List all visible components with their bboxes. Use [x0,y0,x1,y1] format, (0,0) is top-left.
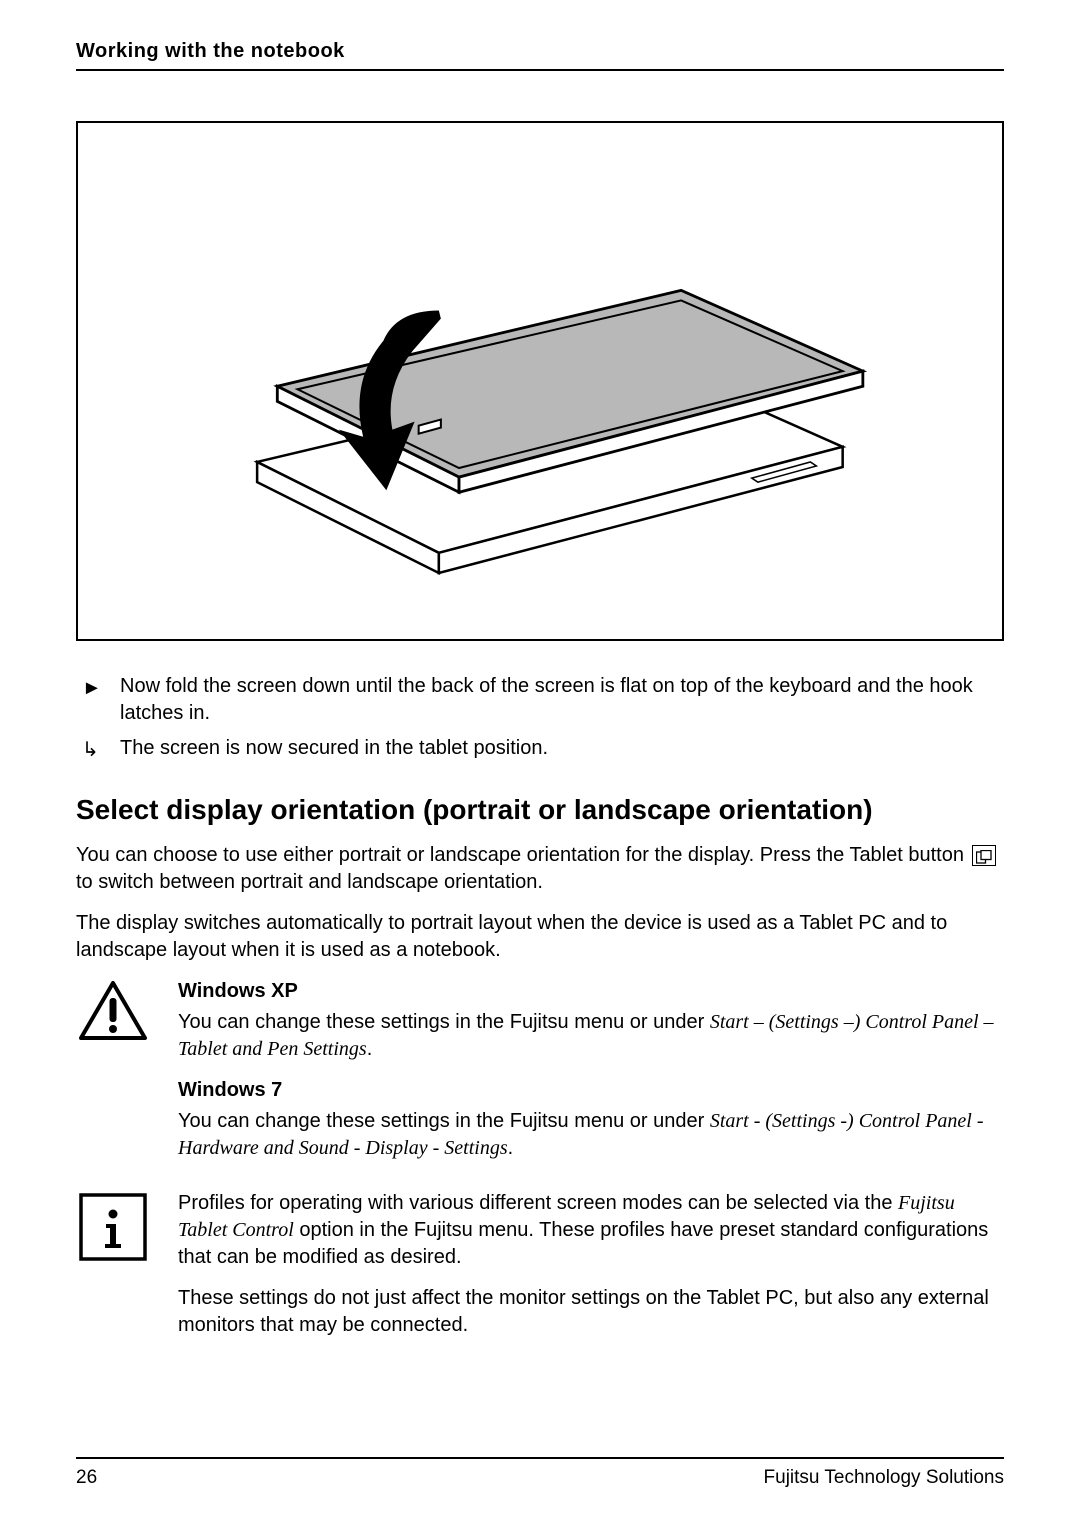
figure-tablet-fold [76,121,1004,641]
info-para-2: These settings do not just affect the mo… [178,1285,1004,1339]
windows-xp-text: You can change these settings in the Fuj… [178,1009,1004,1063]
step-item: ► Now fold the screen down until the bac… [82,673,1004,727]
page-footer: 26 Fujitsu Technology Solutions [76,1457,1004,1489]
tablet-button-icon [972,845,996,866]
step-item: ↳ The screen is now secured in the table… [82,735,1004,764]
footer-company: Fujitsu Technology Solutions [764,1467,1004,1489]
info-content: Profiles for operating with various diff… [178,1190,1004,1353]
info-icon-cell [76,1190,150,1262]
info-p1c: option in the Fujitsu menu. These profil… [178,1219,988,1268]
info-note: Profiles for operating with various diff… [76,1190,1004,1353]
step-list: ► Now fold the screen down until the bac… [82,673,1004,764]
header-divider [76,69,1004,71]
warning-triangle-icon [78,980,148,1042]
info-square-icon [78,1192,148,1262]
info-para-1: Profiles for operating with various diff… [178,1190,1004,1271]
step-text: The screen is now secured in the tablet … [120,735,1004,762]
step-text: Now fold the screen down until the back … [120,673,1004,727]
step-bullet-arrow: ► [82,673,102,702]
w7-text-b: . [508,1137,514,1159]
para1-text-b: to switch between portrait and landscape… [76,871,543,893]
section-para-2: The display switches automatically to po… [76,910,1004,964]
w7-text-a: You can change these settings in the Fuj… [178,1110,710,1132]
warning-icon-cell [76,978,150,1042]
page-root: Working with the notebook [0,0,1080,1529]
warning-note: Windows XP You can change these settings… [76,978,1004,1176]
xp-text-b: . [367,1038,373,1060]
header-section-title: Working with the notebook [76,40,1004,63]
xp-text-a: You can change these settings in the Fuj… [178,1011,710,1033]
warning-content: Windows XP You can change these settings… [178,978,1004,1176]
section-heading: Select display orientation (portrait or … [76,794,1004,826]
para1-text-a: You can choose to use either portrait or… [76,844,970,866]
footer-row: 26 Fujitsu Technology Solutions [76,1467,1004,1489]
footer-divider [76,1457,1004,1459]
windows-xp-title: Windows XP [178,978,1004,1005]
page-number: 26 [76,1467,97,1489]
section-para-1: You can choose to use either portrait or… [76,842,1004,896]
step-bullet-result: ↳ [82,735,102,764]
windows-7-title: Windows 7 [178,1077,1004,1104]
info-p1a: Profiles for operating with various diff… [178,1192,898,1214]
windows-7-text: You can change these settings in the Fuj… [178,1108,1004,1162]
tablet-fold-illustration [124,149,956,613]
